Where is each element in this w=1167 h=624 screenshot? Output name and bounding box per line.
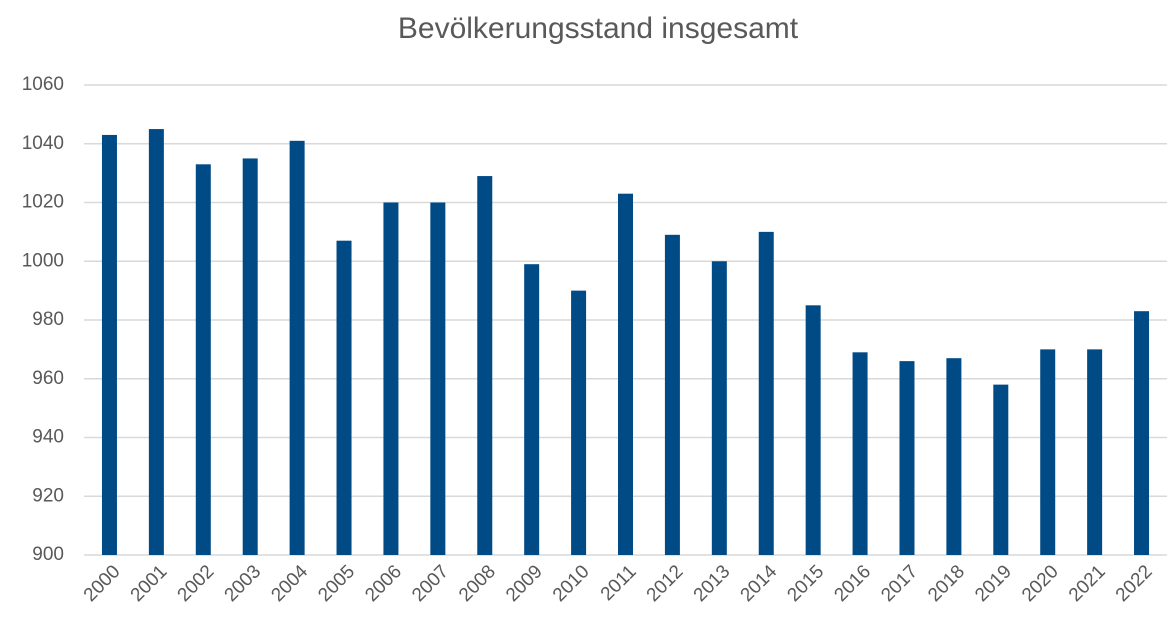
bar <box>242 158 258 555</box>
x-tick-label: 2009 <box>502 561 547 606</box>
bar <box>524 264 540 555</box>
x-tick-label: 2007 <box>408 561 453 606</box>
x-tick-label: 2015 <box>783 561 828 606</box>
bar <box>805 305 821 555</box>
x-tick-label: 2004 <box>267 561 312 606</box>
bar <box>1087 349 1103 555</box>
bar <box>946 358 962 555</box>
x-tick-label: 2003 <box>221 561 266 606</box>
bar <box>195 164 211 555</box>
bar <box>852 352 868 555</box>
bar <box>1040 349 1056 555</box>
y-tick-label: 1060 <box>22 74 64 95</box>
bar <box>477 176 493 555</box>
x-tick-label: 2020 <box>1018 561 1063 606</box>
y-tick-label: 980 <box>32 309 64 330</box>
x-tick-label: 2016 <box>830 561 875 606</box>
bar <box>664 234 680 555</box>
x-tick-label: 2021 <box>1065 561 1110 606</box>
x-tick-label: 2013 <box>690 561 735 606</box>
y-tick-label: 960 <box>32 368 64 389</box>
x-tick-label: 2002 <box>174 561 219 606</box>
x-tick-label: 2005 <box>314 561 359 606</box>
x-tick-label: 2017 <box>877 561 922 606</box>
bar <box>430 202 446 555</box>
chart-title: Bevölkerungsstand insgesamt <box>398 12 799 45</box>
bar <box>383 202 399 555</box>
x-tick-label: 2014 <box>737 561 782 606</box>
x-tick-label: 2018 <box>924 561 969 606</box>
bar <box>571 290 587 555</box>
bar <box>758 231 774 555</box>
bar <box>148 129 164 555</box>
x-tick-label: 2001 <box>127 561 172 606</box>
bar <box>336 240 352 555</box>
bar <box>993 384 1009 555</box>
bar <box>1134 311 1150 555</box>
y-tick-label: 1020 <box>22 192 64 213</box>
y-tick-label: 900 <box>32 544 64 565</box>
x-tick-label: 2000 <box>80 561 125 606</box>
x-tick-label: 2006 <box>361 561 406 606</box>
bar <box>618 193 633 555</box>
y-tick-label: 940 <box>32 427 64 448</box>
y-tick-label: 920 <box>32 485 64 506</box>
x-tick-label: 2019 <box>971 561 1016 606</box>
bar <box>899 361 915 555</box>
y-tick-label: 1000 <box>22 250 64 271</box>
y-tick-label: 1040 <box>22 133 64 154</box>
x-tick-label: 2008 <box>455 561 500 606</box>
x-tick-label: 2022 <box>1112 561 1157 606</box>
bar <box>289 140 305 555</box>
bar <box>101 134 117 555</box>
x-tick-label: 2010 <box>549 561 594 606</box>
x-tick-label: 2012 <box>643 561 688 606</box>
bar <box>711 261 727 555</box>
x-tick-label: 2011 <box>597 561 641 605</box>
